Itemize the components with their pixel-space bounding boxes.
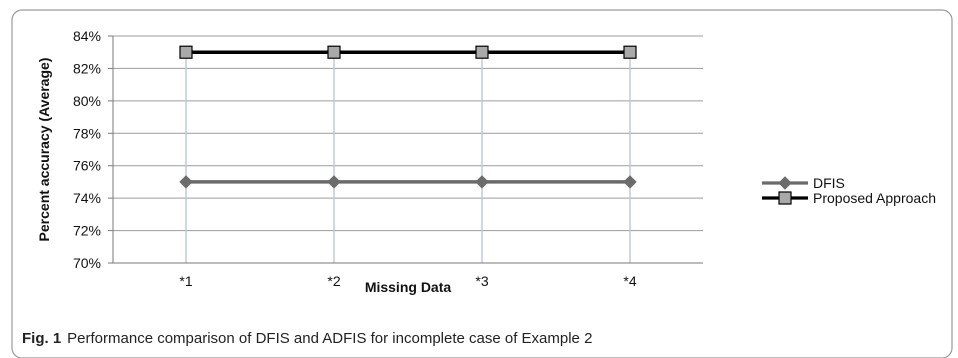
proposed-approach-point [475, 45, 489, 59]
dfis-point [327, 175, 341, 189]
y-tick-label: 70% [73, 255, 101, 271]
x-tick-label: *1 [179, 273, 192, 289]
caption-text: Performance comparison of DFIS and ADFIS… [67, 330, 593, 347]
x-tick-label: *3 [475, 273, 488, 289]
legend-dfis-label: DFIS [813, 175, 845, 191]
dfis-point [475, 175, 489, 189]
y-tick-label: 74% [73, 190, 101, 206]
legend-proposed-approach-key-marker [778, 191, 792, 205]
y-tick-label: 82% [73, 60, 101, 76]
proposed-approach-point [623, 45, 637, 59]
y-tick-label: 80% [73, 93, 101, 109]
y-tick-label: 78% [73, 125, 101, 141]
dfis-point [623, 175, 637, 189]
y-tick-label: 84% [73, 28, 101, 44]
proposed-approach-point [327, 45, 341, 59]
dfis-point [179, 175, 193, 189]
figure-label: Fig. 1 [22, 330, 62, 347]
x-tick-label: *2 [327, 273, 340, 289]
figure-caption: Fig. 1 Performance comparison of DFIS and… [22, 330, 592, 347]
y-axis-title: Percent accuracy (Average) [36, 58, 52, 242]
proposed-approach-point [179, 45, 193, 59]
x-tick-label: *4 [623, 273, 636, 289]
x-axis-title: Missing Data [365, 279, 452, 295]
legend-dfis-key-marker [778, 176, 792, 190]
y-tick-label: 72% [73, 223, 101, 239]
y-tick-label: 76% [73, 158, 101, 174]
legend-proposed-approach-label: Proposed Approach [813, 190, 936, 206]
